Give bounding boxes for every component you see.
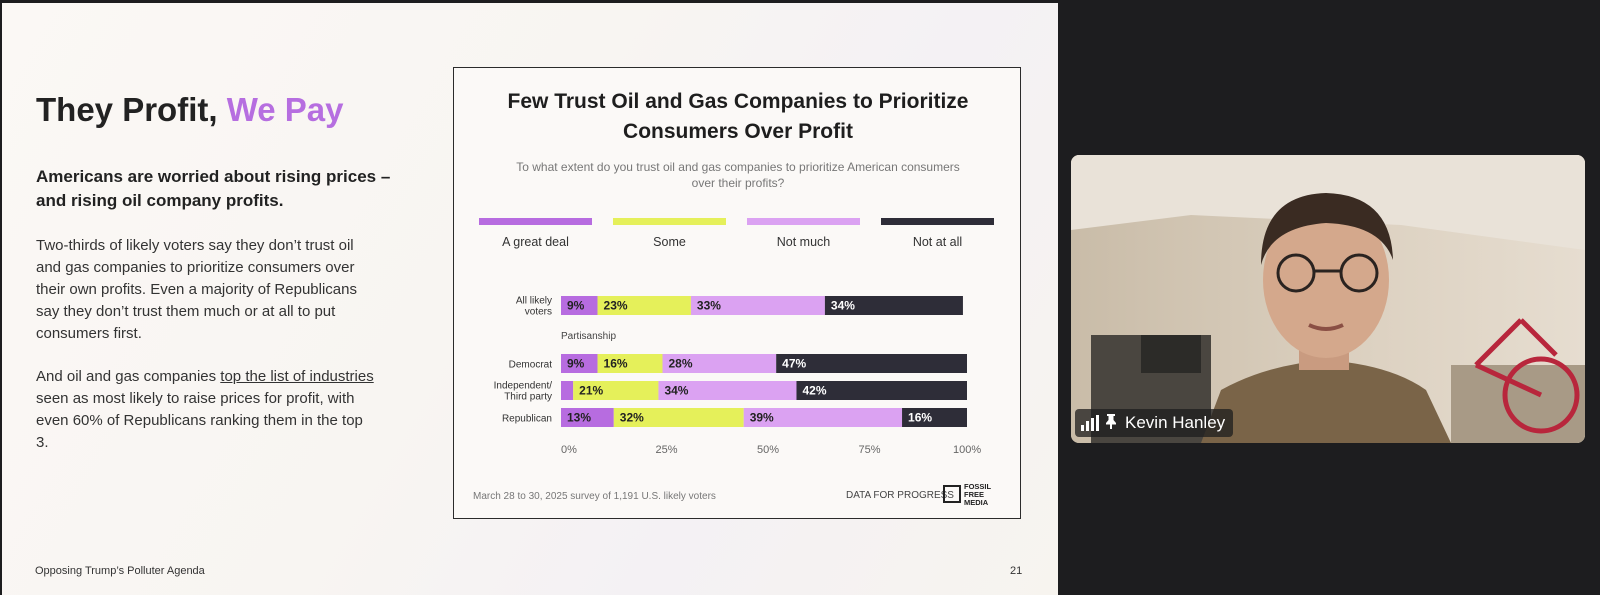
bar-label-2-2: 34% <box>664 384 688 398</box>
bar-label-0-3: 34% <box>831 299 855 313</box>
bar-segment-3-1 <box>613 408 744 427</box>
x-tick-2: 50% <box>757 444 779 456</box>
para2-after: seen as most likely to raise prices for … <box>36 390 363 451</box>
bar-label-3-3: 16% <box>908 411 932 425</box>
slide-paragraph-2: And oil and gas companies top the list o… <box>36 366 376 454</box>
slide-lead-text: Americans are worried about rising price… <box>36 167 391 210</box>
bar-segment-0-0 <box>561 296 598 315</box>
slide-title-part1: They Profit, <box>36 91 218 128</box>
page-number: 21 <box>1010 565 1023 577</box>
legend-label-3: Not at all <box>913 235 962 249</box>
chart-title-line-1: Few Trust Oil and Gas Companies to Prior… <box>508 90 969 113</box>
slide-title-accent: We Pay <box>226 91 344 128</box>
slide-footer: Opposing Trump’s Polluter Agenda <box>35 565 205 577</box>
bar-label-1-3: 47% <box>782 357 806 371</box>
bar-label-1-2: 28% <box>669 357 693 371</box>
fossil-free-media-logo-line-1: FREE <box>964 490 984 499</box>
signal-strength-icon <box>1081 415 1099 431</box>
chart-title-line-2: Consumers Over Profit <box>623 120 853 143</box>
row-label-2-1: Third party <box>504 392 552 403</box>
legend-label-1: Some <box>653 235 686 249</box>
bar-label-3-0: 13% <box>567 411 591 425</box>
legend-swatch-3 <box>881 218 994 225</box>
legend-label-2: Not much <box>777 235 831 249</box>
legend-swatch-0 <box>479 218 592 225</box>
slide-title: They Profit, We Pay <box>36 91 344 129</box>
x-tick-3: 75% <box>859 444 881 456</box>
bar-label-0-1: 23% <box>604 299 628 313</box>
bar-label-0-0: 9% <box>567 299 585 313</box>
bar-segment-0-3 <box>824 296 963 315</box>
bar-segment-2-0 <box>561 381 574 400</box>
fossil-free-media-logo-mark <box>943 485 961 503</box>
bar-segment-0-2 <box>690 296 825 315</box>
trust-chart: Few Trust Oil and Gas Companies to Prior… <box>453 67 1021 519</box>
presentation-slide: They Profit, We Pay Americans are worrie… <box>2 3 1058 595</box>
row-label-1-0: Democrat <box>509 360 553 371</box>
bar-label-1-1: 16% <box>604 357 628 371</box>
bar-label-3-2: 39% <box>750 411 774 425</box>
x-tick-1: 25% <box>656 444 678 456</box>
bar-segment-0-1 <box>597 296 691 315</box>
participant-video-tile[interactable]: Kevin Hanley <box>1071 155 1585 443</box>
bar-label-3-1: 32% <box>620 411 644 425</box>
row-label-0-1: voters <box>525 307 552 318</box>
x-tick-0: 0% <box>561 444 577 456</box>
slide-paragraph-1: Two-thirds of likely voters say they don… <box>36 237 357 342</box>
pin-icon[interactable] <box>1105 413 1117 434</box>
participant-video-feed <box>1071 155 1585 443</box>
row-label-0-0: All likely <box>516 296 552 307</box>
chart-subtitle-line-2: over their profits? <box>692 176 785 190</box>
chart-subtitle-line-1: To what extent do you trust oil and gas … <box>516 160 960 174</box>
bar-segment-3-3 <box>902 408 967 427</box>
chart-source-note: March 28 to 30, 2025 survey of 1,191 U.S… <box>473 491 716 502</box>
x-tick-4: 100% <box>953 444 981 456</box>
legend-swatch-1 <box>613 218 726 225</box>
participant-name-tag: Kevin Hanley <box>1075 409 1234 437</box>
legend-swatch-2 <box>747 218 860 225</box>
row-label-2-0: Independent/ <box>494 381 553 392</box>
bar-segment-1-1 <box>597 354 663 373</box>
row-label-3-0: Republican <box>502 414 552 425</box>
fossil-free-media-logo-line-0: FOSSIL <box>964 482 992 491</box>
bar-segment-1-3 <box>776 354 967 373</box>
para2-before: And oil and gas companies <box>36 368 221 385</box>
bar-segment-1-0 <box>561 354 598 373</box>
bar-segment-2-2 <box>658 381 797 400</box>
chart-canvas: Few Trust Oil and Gas Companies to Prior… <box>473 90 994 507</box>
participant-name: Kevin Hanley <box>1125 413 1226 432</box>
bar-label-2-3: 42% <box>802 384 826 398</box>
legend-label-0: A great deal <box>502 235 569 249</box>
bar-segment-3-0 <box>561 408 614 427</box>
fossil-free-media-logo-line-2: MEDIA <box>964 498 989 507</box>
bar-label-1-0: 9% <box>567 357 585 371</box>
bar-segment-3-2 <box>743 408 903 427</box>
bar-label-0-2: 33% <box>697 299 721 313</box>
bar-label-2-1: 21% <box>579 384 603 398</box>
industries-link[interactable]: top the list of industries <box>220 368 374 385</box>
group-label: Partisanship <box>561 331 616 342</box>
data-for-progress-logo: DATA FOR PROGRESS <box>846 490 954 501</box>
bar-segment-1-2 <box>662 354 777 373</box>
bar-segment-2-1 <box>573 381 659 400</box>
bar-segment-2-3 <box>796 381 967 400</box>
